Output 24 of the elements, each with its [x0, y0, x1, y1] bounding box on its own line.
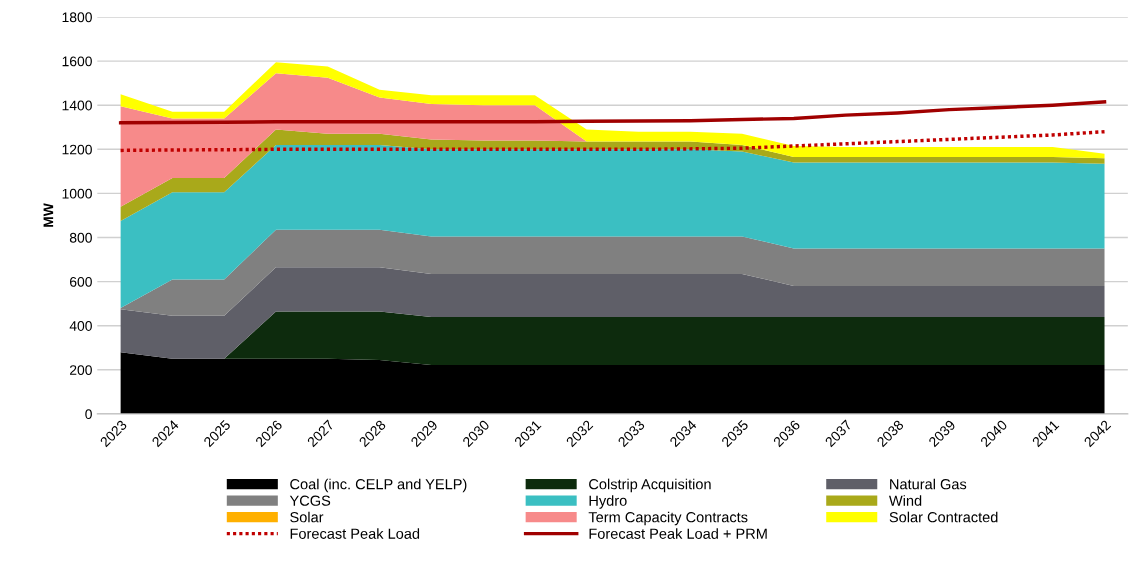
y-tick-label: 200 [69, 365, 92, 375]
y-axis-title: MW [43, 203, 54, 227]
y-tick-label: 400 [69, 321, 92, 331]
legend-label: Solar Contracted [889, 511, 998, 523]
y-tick-label: 1400 [62, 100, 92, 111]
legend-label: Hydro [589, 495, 627, 509]
line-series [118, 100, 1107, 125]
y-tick-label: 1200 [62, 144, 92, 155]
y-tick-label: 800 [69, 232, 92, 243]
legend-label: Solar [290, 511, 324, 523]
y-tick-label: 1800 [62, 12, 92, 23]
legend-label: Forecast Peak Load [290, 528, 420, 539]
legend-label: Term Capacity Contracts [588, 511, 748, 526]
y-tick-label: 1600 [62, 56, 92, 67]
y-tick-label: 1000 [62, 188, 92, 199]
legend-label: Natural Gas [890, 478, 967, 490]
y-tick-label: 0 [85, 409, 92, 420]
legend-label: Coal (inc. CELP and YELP) [290, 478, 467, 493]
legend-label: Forecast Peak Load + PRM [589, 528, 767, 539]
line-series [118, 129, 1107, 153]
legend-label: Colstrip Acquisition [589, 478, 711, 493]
legend-label: Wind [888, 495, 922, 506]
y-tick-label: 600 [70, 276, 92, 287]
legend-label: YCGS [289, 495, 331, 506]
